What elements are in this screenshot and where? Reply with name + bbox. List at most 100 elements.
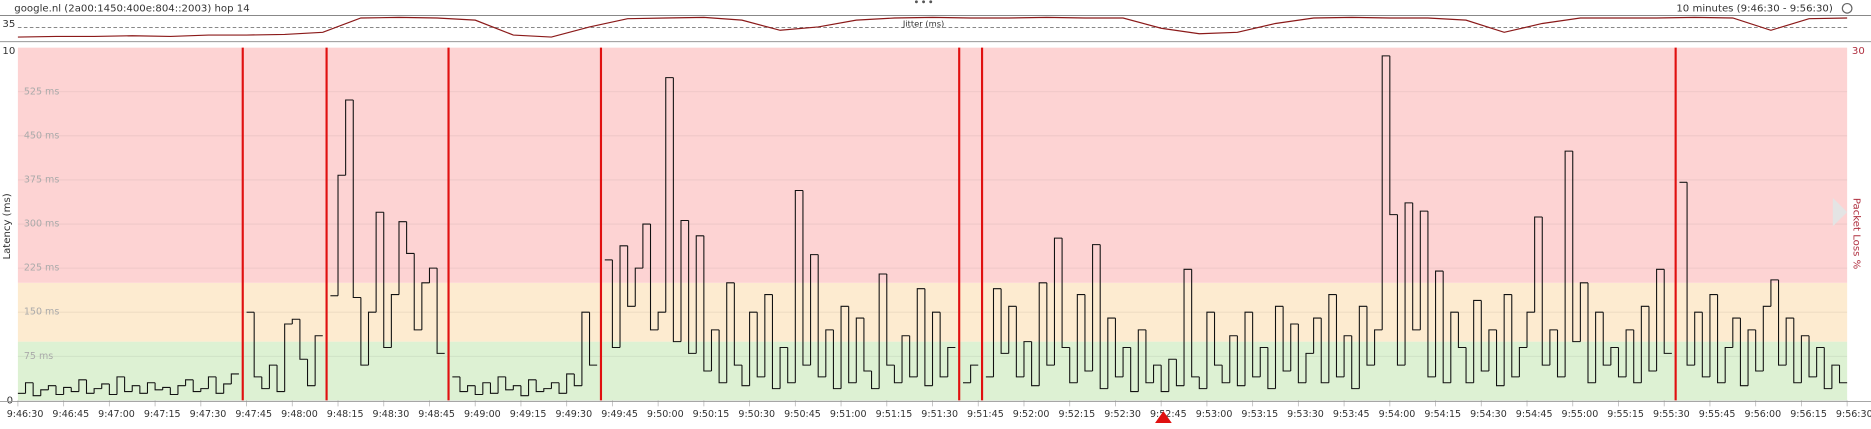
x-tick-label: 9:48:00 [281, 409, 318, 420]
latency-step [840, 305, 849, 389]
latency-step [1755, 329, 1764, 372]
latency-step [1480, 300, 1489, 372]
settings-icon[interactable] [1841, 2, 1853, 14]
latency-step [1762, 305, 1771, 372]
latency-step [1717, 294, 1726, 384]
x-tick-label: 9:53:45 [1333, 409, 1370, 420]
latency-step [146, 382, 156, 394]
latency-step [1473, 299, 1482, 383]
latency-step [1358, 305, 1367, 389]
latency-step [306, 359, 316, 387]
latency-step [1579, 282, 1588, 342]
latency-step [200, 388, 209, 392]
latency-step [108, 383, 117, 396]
x-tick-label: 9:54:15 [1424, 409, 1461, 420]
latency-step [1503, 294, 1512, 386]
x-tick-label: 9:50:15 [693, 409, 730, 420]
latency-step [1206, 311, 1215, 389]
range-label: 10 minutes (9:46:30 - 9:56:30) [1676, 3, 1833, 14]
latency-step [1305, 352, 1314, 383]
latency-step [718, 329, 727, 384]
latency-step [657, 311, 666, 330]
latency-step [78, 379, 87, 392]
latency-step [85, 379, 95, 394]
jitter-line [17, 16, 1848, 38]
latency-step [185, 379, 194, 386]
drag-handle[interactable] [914, 0, 933, 4]
latency-step [467, 385, 476, 392]
latency-step [1739, 318, 1749, 387]
x-tick-label: 9:50:45 [784, 409, 821, 420]
latency-step [764, 294, 773, 377]
latency-step [40, 389, 49, 396]
latency-step [1183, 268, 1192, 386]
latency-step [749, 311, 758, 386]
latency-step [1549, 329, 1558, 366]
latency-step [1191, 269, 1200, 378]
latency-step [810, 254, 819, 366]
latency-step [230, 373, 239, 384]
latency-step [1198, 376, 1207, 390]
latency-step [474, 385, 483, 396]
x-tick-label: 9:50:00 [647, 409, 684, 420]
y-tick-label: 150 ms [24, 307, 59, 318]
latency-step [505, 376, 514, 391]
latency-step [1282, 306, 1291, 372]
latency-step [482, 382, 491, 395]
latency-step [1617, 347, 1627, 378]
latency-step [1008, 305, 1017, 354]
latency-step [1435, 270, 1444, 377]
jitter-label: Jitter (ms) [902, 18, 944, 28]
time-marker[interactable] [1155, 411, 1172, 424]
latency-step [992, 288, 1002, 377]
latency-step [1122, 346, 1131, 377]
latency-step [489, 382, 499, 394]
latency-step [428, 267, 438, 283]
latency-step [1587, 282, 1596, 384]
latency-step [1785, 317, 1794, 366]
latency-step [1709, 294, 1718, 377]
latency-step [825, 329, 834, 377]
latency-step [566, 373, 575, 394]
latency-step [688, 220, 697, 354]
latency-step [398, 221, 407, 295]
latency-step [1130, 347, 1139, 393]
latency-step [47, 385, 57, 390]
latency-step [154, 382, 163, 391]
latency-step [672, 77, 681, 343]
latency-step [1633, 329, 1642, 384]
jitter-tick-label: 35 [2, 19, 15, 30]
latency-step [1526, 311, 1535, 348]
latency-step [124, 376, 133, 393]
latency-step [1663, 269, 1672, 354]
x-tick-label: 9:55:45 [1699, 409, 1736, 420]
x-tick-label: 9:47:45 [235, 409, 272, 420]
latency-step [771, 294, 781, 390]
latency-step [878, 273, 887, 389]
latency-step [1297, 323, 1306, 384]
x-tick-label: 9:48:30 [373, 409, 410, 420]
latency-step [1556, 329, 1566, 378]
latency-step [741, 365, 750, 387]
latency-step [1175, 359, 1185, 387]
latency-step [1465, 347, 1474, 384]
latency-step [421, 282, 430, 330]
latency-step [1000, 288, 1009, 354]
latency-step [1724, 346, 1733, 383]
latency-step [1694, 311, 1703, 366]
latency-step [665, 77, 674, 313]
scroll-arrow[interactable] [1832, 197, 1848, 227]
x-tick-label: 9:51:00 [830, 409, 867, 420]
latency-step [101, 383, 110, 389]
latency-step [1213, 312, 1223, 366]
latency-step [1137, 329, 1146, 392]
x-tick-label: 9:47:00 [98, 409, 135, 420]
latency-step [215, 376, 224, 394]
latency-step [947, 346, 956, 377]
latency-step [901, 335, 910, 383]
latency-step [1389, 55, 1398, 216]
latency-step [1236, 335, 1246, 387]
latency-step [314, 335, 323, 386]
latency-step [710, 329, 720, 372]
